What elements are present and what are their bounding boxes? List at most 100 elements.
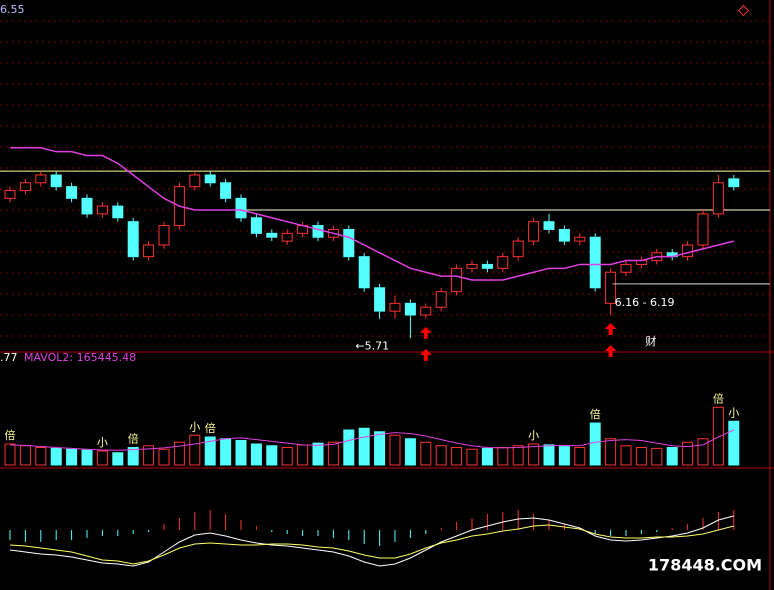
candle-body — [81, 197, 93, 215]
volume-bar — [66, 448, 78, 466]
volume-bar — [81, 449, 93, 466]
macd-line — [9, 515, 734, 567]
volume-bar — [404, 438, 416, 466]
volume-bar — [528, 443, 540, 466]
candle-body — [543, 221, 555, 230]
signal-arrow — [604, 323, 617, 335]
candle-body — [528, 221, 540, 242]
annotation: ←5.71 — [355, 339, 389, 352]
volume-bar — [297, 444, 309, 466]
candle-body — [697, 213, 709, 246]
candle-body — [435, 291, 447, 308]
volume-bar — [173, 441, 185, 466]
volume-bar — [220, 438, 232, 466]
candle-body — [66, 186, 78, 199]
volume-bar — [574, 447, 586, 466]
volume-bar — [143, 445, 155, 466]
candle-body — [143, 244, 155, 258]
candle-body — [127, 221, 139, 258]
volume-bar — [651, 447, 663, 466]
candle-body — [189, 174, 201, 188]
volume-bar — [327, 441, 339, 466]
volume-legend-prefix: .77 — [0, 351, 18, 364]
volume-tag: 倍 — [713, 391, 724, 405]
volume-bar — [620, 445, 632, 466]
volume-bar — [389, 434, 401, 466]
candle-body — [343, 228, 355, 258]
candle-body — [420, 306, 432, 316]
candle-body — [466, 263, 478, 269]
volume-bar — [435, 445, 447, 466]
volume-bar — [4, 443, 16, 466]
volume-bar — [235, 440, 247, 466]
candle-body — [235, 197, 247, 219]
candle-body — [266, 232, 278, 238]
candle-body — [451, 267, 463, 293]
volume-tag: 小 — [528, 429, 539, 442]
signal-arrow — [419, 348, 432, 361]
candle-body — [558, 228, 570, 242]
mavol-line — [9, 429, 735, 451]
volume-bar — [481, 447, 493, 466]
candle-body — [728, 178, 740, 188]
volume-bar — [96, 450, 108, 466]
signal-arrow — [604, 345, 617, 357]
candle-body — [4, 190, 16, 199]
macd-line — [9, 524, 734, 565]
candle-body — [358, 256, 370, 289]
volume-bar — [343, 429, 355, 466]
volume-bar — [281, 447, 293, 466]
candle-body — [497, 256, 509, 269]
volume-bar — [358, 427, 370, 466]
candle-body — [620, 263, 632, 273]
candle-body — [204, 174, 216, 184]
volume-bar — [543, 444, 555, 466]
annotation: 6.16 - 6.19 — [615, 296, 675, 309]
volume-bar — [420, 441, 432, 466]
annotation: 财 — [645, 334, 656, 348]
candle-body — [281, 232, 293, 242]
volume-tag: 小 — [189, 420, 200, 433]
volume-bar — [512, 445, 524, 466]
volume-tag: 倍 — [128, 432, 139, 446]
candle-body — [682, 244, 694, 258]
candle-body — [112, 205, 124, 219]
volume-bar — [697, 438, 709, 466]
signal-arrow — [419, 326, 432, 339]
candle-body — [574, 236, 586, 242]
volume-bar — [19, 445, 31, 466]
candle-body — [35, 174, 47, 184]
volume-bar — [605, 438, 617, 466]
candle-body — [712, 182, 724, 215]
volume-bar — [112, 452, 124, 466]
volume-bar — [50, 447, 62, 466]
watermark: 178448.COM — [648, 556, 762, 575]
volume-tag: 倍 — [205, 421, 216, 435]
candle-body — [481, 263, 493, 269]
candle-body — [374, 287, 386, 312]
candle-body — [220, 182, 232, 199]
candle-body — [389, 302, 401, 312]
volume-bar — [204, 436, 216, 466]
volume-bar — [374, 431, 386, 466]
volume-bar — [189, 434, 201, 466]
volume-bar — [682, 441, 694, 466]
candle-body — [404, 302, 416, 316]
volume-tag: 小 — [97, 436, 108, 449]
volume-bar — [35, 447, 47, 466]
candle-body — [512, 240, 524, 258]
candle-body — [312, 225, 324, 238]
volume-bar — [312, 442, 324, 466]
corner-icon[interactable] — [737, 4, 750, 17]
price-top-label: 6.55 — [0, 3, 25, 16]
volume-bar — [266, 445, 278, 466]
volume-tag: 小 — [728, 406, 739, 419]
volume-tag: 倍 — [590, 407, 601, 421]
volume-bar — [466, 448, 478, 466]
volume-bar — [451, 447, 463, 466]
candle-body — [250, 217, 262, 234]
volume-bar — [250, 443, 262, 466]
volume-bar — [712, 406, 724, 466]
